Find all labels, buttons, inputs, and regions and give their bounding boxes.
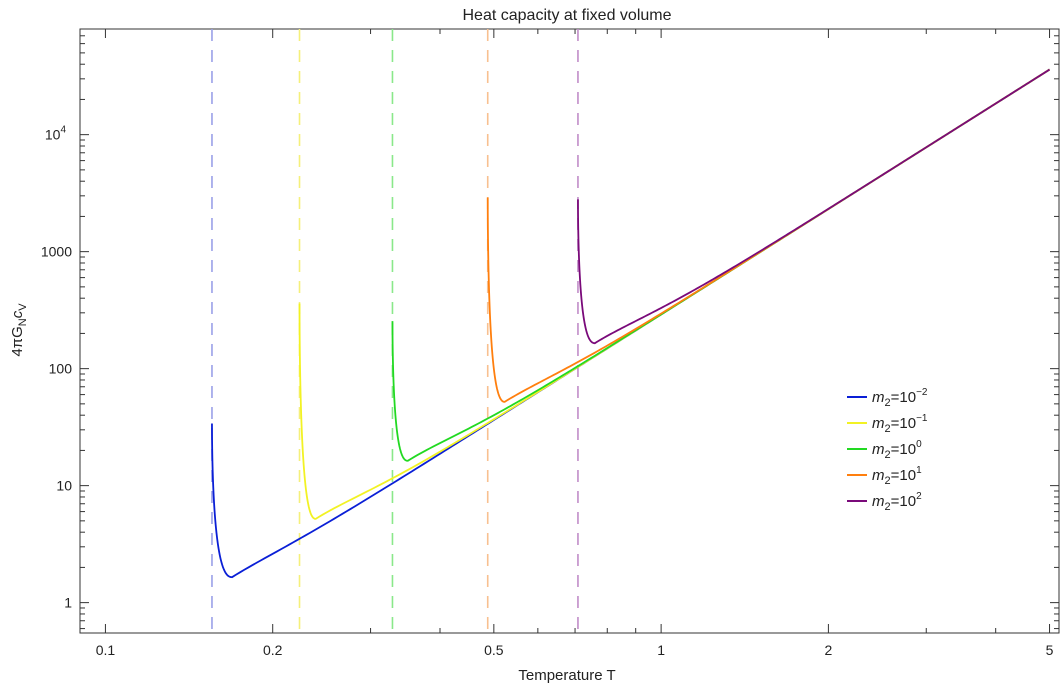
y-tick-label: 100 <box>49 361 73 377</box>
y-tick-label: 10 <box>56 478 72 494</box>
series-curve-1 <box>298 68 1051 520</box>
y-tick-label: 1 <box>64 595 72 611</box>
x-axis-title: Temperature T <box>518 667 615 684</box>
legend: m2=10−2 m2=10−1 m2=100 m2=101 m2=102 <box>847 387 928 513</box>
legend-label-1: m2=10−1 <box>872 413 928 435</box>
x-tick-label: 0.2 <box>263 642 283 658</box>
axis-ticks <box>79 28 1059 633</box>
y-tick-label: 1000 <box>41 244 72 260</box>
legend-label-3: m2=101 <box>872 465 922 487</box>
series-curve-4 <box>577 68 1051 345</box>
tick-labels: 0.1 0.2 0.5 1 2 5 1 10 100 1000 104 <box>41 125 1054 658</box>
series-curve-3 <box>486 68 1051 403</box>
plot-frame <box>79 28 1060 634</box>
vertical-asymptote-lines <box>211 29 579 633</box>
x-tick-label: 5 <box>1046 642 1054 658</box>
legend-label-0: m2=10−2 <box>872 387 928 409</box>
x-tick-label: 1 <box>657 642 665 658</box>
y-tick-label: 104 <box>45 125 67 143</box>
x-tick-label: 2 <box>825 642 833 658</box>
chart-title: Heat capacity at fixed volume <box>463 7 672 24</box>
y-axis-title: 4πGNcV <box>9 303 29 357</box>
legend-label-4: m2=102 <box>872 491 922 513</box>
x-tick-label: 0.5 <box>484 642 504 658</box>
x-tick-label: 0.1 <box>96 642 116 658</box>
series-curve-2 <box>391 68 1051 462</box>
series-curves <box>211 68 1051 579</box>
legend-label-2: m2=100 <box>872 439 922 461</box>
